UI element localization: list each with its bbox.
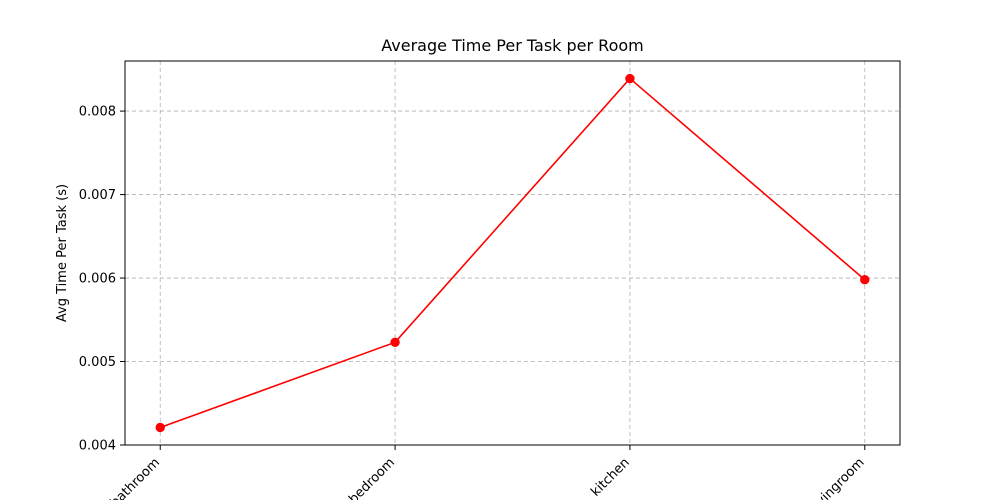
x-tick-label: livingroom xyxy=(808,455,867,500)
series xyxy=(155,73,870,433)
series-line xyxy=(159,77,866,429)
x-tick-label: bedroom xyxy=(346,455,398,500)
data-point xyxy=(860,275,870,285)
y-tick-label: 0.005 xyxy=(79,355,116,370)
x-tick-label: kitchen xyxy=(588,455,632,499)
chart-title: Average Time Per Task per Room xyxy=(381,36,643,55)
y-axis-label: Avg Time Per Task (s) xyxy=(55,184,70,322)
y-tick-label: 0.006 xyxy=(79,272,116,287)
plot-frame xyxy=(124,60,901,446)
data-point xyxy=(625,73,635,84)
y-tick-label: 0.007 xyxy=(79,188,116,203)
x-tick-label: bathroom xyxy=(108,455,163,500)
grid xyxy=(125,61,900,446)
axes: bathroom bedroom kitchen livingroom 0.004 0.0… xyxy=(79,60,901,500)
y-tick-label: 0.008 xyxy=(79,105,116,120)
y-tick-label: 0.004 xyxy=(79,439,116,454)
data-point xyxy=(155,422,165,433)
data-point xyxy=(390,337,400,348)
